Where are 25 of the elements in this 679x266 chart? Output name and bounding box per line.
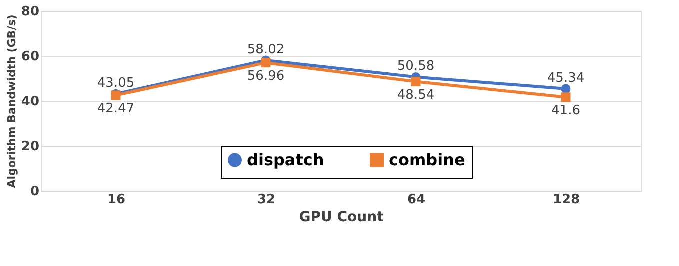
x-tick-label: 16 — [107, 192, 126, 208]
data-label: 56.96 — [247, 68, 285, 84]
y-tick-label: 40 — [21, 94, 40, 110]
data-label: 45.34 — [547, 70, 585, 86]
y-axis-title: Algorithm Bandwidth (GB/s) — [5, 14, 18, 188]
data-label: 43.05 — [97, 76, 135, 92]
point — [411, 77, 421, 87]
point — [261, 58, 271, 68]
data-label: 42.47 — [97, 101, 135, 116]
x-tick-label: 128 — [552, 192, 580, 208]
point — [561, 92, 571, 102]
data-label: 50.58 — [397, 59, 435, 74]
y-tick-label: 80 — [21, 4, 40, 20]
x-axis-title: GPU Count — [299, 210, 384, 226]
data-label: 48.54 — [397, 88, 435, 103]
data-label: 58.02 — [247, 42, 285, 58]
data-label: 41.6 — [552, 103, 580, 118]
legend-label: combine — [389, 150, 466, 170]
y-tick-label: 60 — [21, 50, 40, 64]
x-tick-label: 32 — [257, 192, 276, 208]
y-tick-label: 0 — [30, 184, 40, 200]
legend-label: dispatch — [247, 150, 324, 170]
point — [561, 84, 571, 94]
x-tick-label: 64 — [407, 192, 426, 208]
y-tick-label: 20 — [21, 140, 40, 154]
